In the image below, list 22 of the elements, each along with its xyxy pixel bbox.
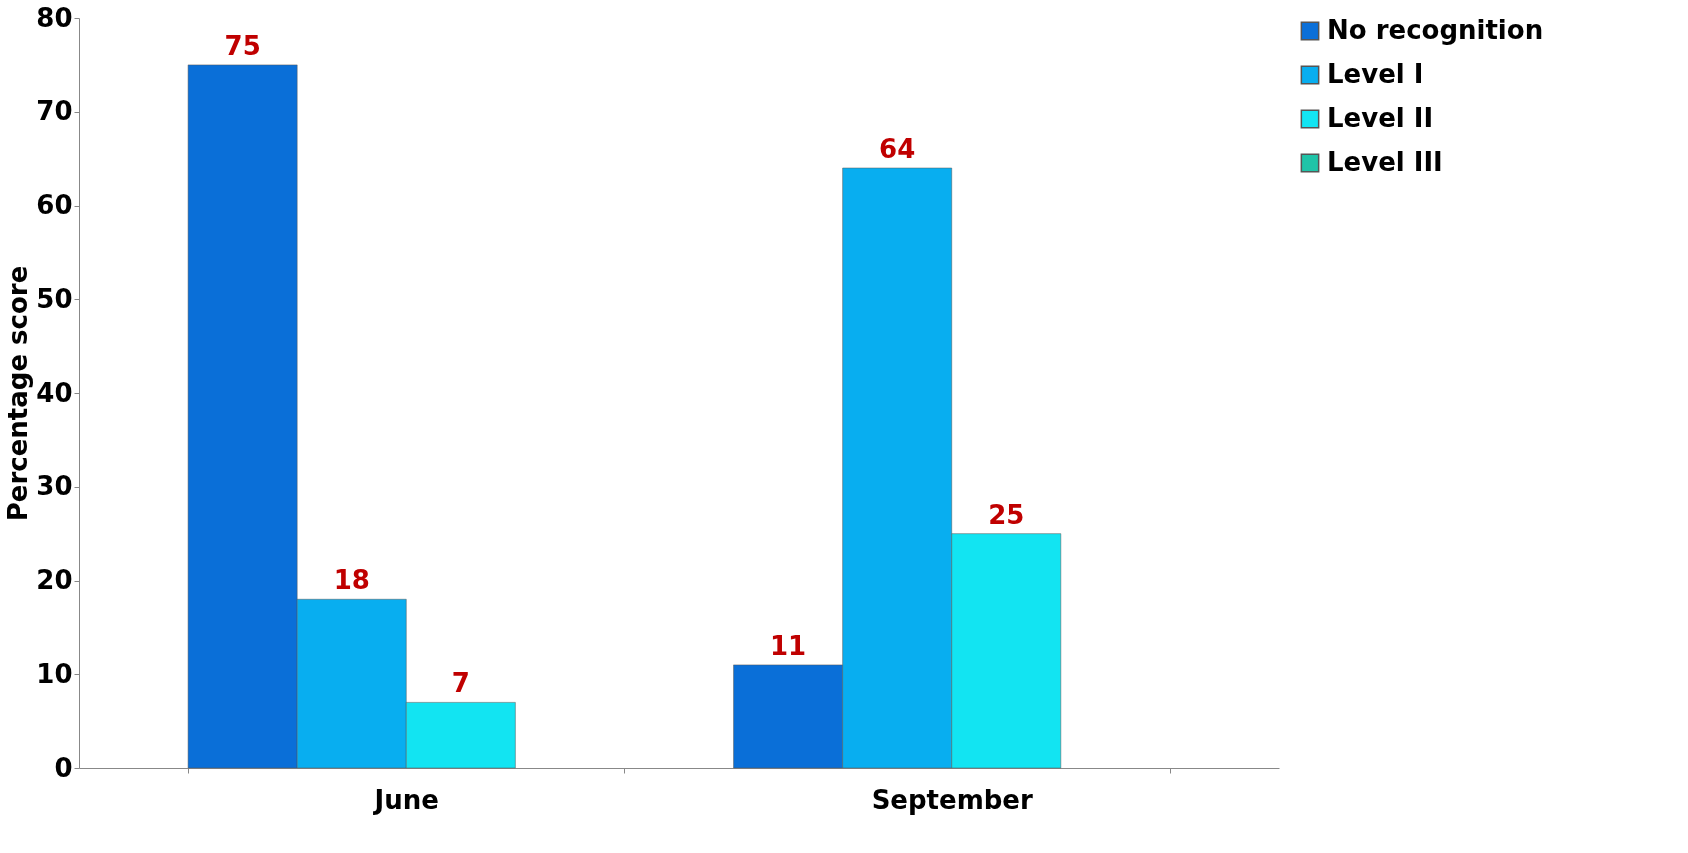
y-tick-label: 60 [36, 190, 73, 220]
legend-label: No recognition [1327, 15, 1544, 45]
y-axis-title: Percentage score [3, 265, 34, 522]
y-tick-label: 50 [36, 283, 73, 314]
legend-label: Level III [1327, 147, 1443, 177]
data-label: 25 [988, 499, 1025, 530]
data-label: 64 [879, 134, 916, 164]
legend-label: Level I [1327, 59, 1424, 89]
x-tick-label: September [871, 784, 1033, 815]
y-tick-label: 30 [36, 471, 73, 502]
x-tick-label: June [372, 784, 439, 815]
y-tick-label: 10 [36, 658, 73, 689]
y-tick-label: 20 [36, 565, 73, 595]
legend-label: Level II [1327, 103, 1434, 133]
data-label: 11 [770, 630, 807, 661]
data-label: 18 [333, 565, 370, 596]
y-tick-label: 0 [54, 752, 73, 783]
y-tick-label: 40 [36, 377, 73, 408]
data-label: 75 [224, 30, 261, 61]
data-label: 7 [451, 668, 470, 699]
y-tick-label: 80 [36, 2, 73, 33]
y-tick-label: 70 [36, 96, 73, 127]
